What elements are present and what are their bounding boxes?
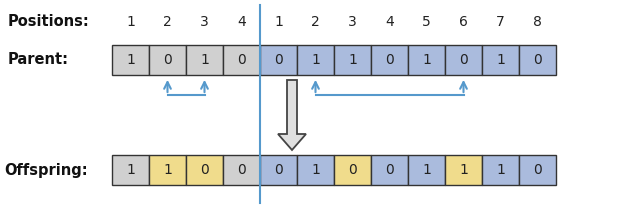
Text: 3: 3	[200, 15, 209, 29]
Bar	[482, 45, 519, 75]
Text: 0: 0	[533, 53, 542, 67]
Bar	[112, 45, 149, 75]
Text: 1: 1	[126, 15, 135, 29]
Text: 1: 1	[496, 163, 505, 177]
Bar	[297, 155, 334, 185]
Bar	[371, 155, 408, 185]
Bar	[186, 45, 223, 75]
Bar	[334, 155, 371, 185]
Bar	[519, 155, 556, 185]
Bar	[371, 45, 408, 75]
Text: 0: 0	[274, 163, 283, 177]
Text: 1: 1	[459, 163, 468, 177]
Text: 7: 7	[496, 15, 505, 29]
Text: 1: 1	[422, 163, 431, 177]
Text: 0: 0	[348, 163, 357, 177]
Bar	[445, 155, 482, 185]
Text: 0: 0	[274, 53, 283, 67]
Bar	[445, 45, 482, 75]
Text: 4: 4	[237, 15, 246, 29]
Text: 0: 0	[163, 53, 172, 67]
Bar	[260, 45, 297, 75]
Text: 2: 2	[163, 15, 172, 29]
Text: 1: 1	[311, 53, 320, 67]
Bar	[223, 45, 260, 75]
Text: 1: 1	[496, 53, 505, 67]
Bar	[519, 45, 556, 75]
Text: Offspring:: Offspring:	[4, 162, 88, 177]
Text: 0: 0	[459, 53, 468, 67]
Text: 1: 1	[348, 53, 357, 67]
Text: 1: 1	[274, 15, 283, 29]
Polygon shape	[278, 80, 306, 150]
Text: 2: 2	[311, 15, 320, 29]
Bar	[408, 155, 445, 185]
Text: 6: 6	[459, 15, 468, 29]
Text: Parent:: Parent:	[8, 52, 69, 68]
Text: 0: 0	[385, 163, 394, 177]
Text: 1: 1	[200, 53, 209, 67]
Bar	[297, 45, 334, 75]
Text: 4: 4	[385, 15, 394, 29]
Bar	[334, 45, 371, 75]
Text: 0: 0	[237, 53, 246, 67]
Text: 1: 1	[126, 53, 135, 67]
Text: 1: 1	[126, 163, 135, 177]
Text: Positions:: Positions:	[8, 15, 90, 30]
Text: 8: 8	[533, 15, 542, 29]
Text: 1: 1	[163, 163, 172, 177]
Text: 1: 1	[422, 53, 431, 67]
Bar	[149, 155, 186, 185]
Text: 1: 1	[311, 163, 320, 177]
Text: 0: 0	[237, 163, 246, 177]
Bar	[112, 155, 149, 185]
Bar	[186, 155, 223, 185]
Text: 0: 0	[533, 163, 542, 177]
Text: 3: 3	[348, 15, 357, 29]
Bar	[482, 155, 519, 185]
Text: 5: 5	[422, 15, 431, 29]
Bar	[408, 45, 445, 75]
Bar	[260, 155, 297, 185]
Bar	[223, 155, 260, 185]
Bar	[149, 45, 186, 75]
Text: 0: 0	[200, 163, 209, 177]
Text: 0: 0	[385, 53, 394, 67]
